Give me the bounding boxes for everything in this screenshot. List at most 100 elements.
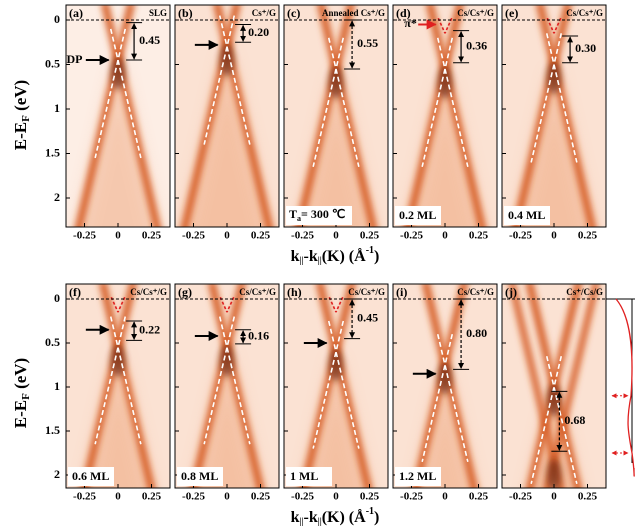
coverage-label: 0.2 ML [399,208,436,222]
fit-line [421,334,454,462]
panel [175,5,279,227]
panel [284,5,388,227]
x-label-part: -1 [366,506,374,517]
coverage-label: 0.4 ML [508,208,545,222]
anneal-main: T [289,207,297,221]
x-tick-label: 0.25 [578,491,598,503]
fit-line [421,37,454,168]
x-tick-label: -0.25 [509,491,532,503]
panel-title: Cs⁺/Cs/G [566,287,603,297]
panel [284,284,388,488]
gap-label: 0.45 [357,311,378,325]
coverage-box [504,206,550,225]
panel [393,284,497,488]
panel-title: Cs/Cs⁺/G [566,8,603,18]
dirac-intensity [220,344,234,377]
dirac-intensity [220,44,234,77]
x-tick-label: 0 [551,230,557,242]
fit-line [218,316,251,445]
y-tick-label: 0 [54,12,60,26]
intensity-fill [79,60,157,227]
dispersion-band [544,284,600,488]
panel-title: Cs⁺/G [252,8,276,18]
panel-label: (g) [178,285,192,299]
y-tick-label: 2 [54,467,60,481]
dirac-intensity [329,349,343,381]
dirac-intensity [111,344,125,377]
x-label-part: k [291,509,300,526]
intensity-fill [193,347,261,488]
x-tick-label: -0.25 [509,230,532,242]
x-tick-label: 0.25 [142,230,162,242]
fit-line [530,356,563,484]
intensity-fill [84,347,152,488]
y-label-sub: F [20,115,32,122]
coverage-box [286,467,332,486]
panel-title: Annealed Cs⁺/G [322,8,385,18]
gap-label: 0.45 [139,33,160,47]
dispersion-band [508,284,564,488]
x-tick-label: 0 [442,230,448,242]
fit-line [327,320,360,449]
coverage-box [395,206,441,225]
anneal-box [286,206,352,225]
anneal-label: Ta= 300 ℃ [289,207,345,223]
x-label-part: -k [304,509,318,526]
x-label-part: ) [374,248,379,265]
panel-label: (f) [69,285,81,299]
x-label-part: (K) (Å [322,508,366,526]
panel [66,5,170,227]
x-label-part: (K) (Å [322,247,366,265]
panel [502,5,606,227]
pi-star-band [546,17,555,34]
y-tick-label: 1.5 [45,423,60,437]
x-tick-label: 0.25 [251,491,271,503]
coverage-label: 1 ML [290,469,318,483]
x-tick-label: 0 [115,230,121,242]
gap-label: 0.20 [248,25,269,39]
x-tick-label: 0 [551,491,557,503]
fit-line [312,320,345,449]
y-tick-label: 0.5 [45,335,60,349]
x-tick-label: 0 [115,491,121,503]
fit-line [436,37,469,168]
gap-label: 0.30 [575,41,596,55]
y-label-sub: F [20,393,32,400]
gap-label: 0.22 [139,322,160,336]
y-axis-label: E-EF (eV) [11,358,32,428]
coverage-label: 0.6 ML [72,469,109,483]
pi-star-band [226,296,235,313]
intensity-fill [303,351,369,488]
fit-line [109,316,142,445]
panel-label: (a) [69,6,83,20]
x-label-part: k [291,248,300,265]
panel-title: Cs/Cs⁺/G [348,287,385,297]
panel-title: SLG [149,8,167,18]
side-profile [615,298,635,477]
x-tick-label: -0.25 [73,230,96,242]
x-axis-label: k||-k||(K) (Å-1) [291,506,380,526]
fit-line [203,15,236,145]
gap-label: 0.16 [248,329,269,343]
panel [66,284,170,488]
fit-line [109,28,142,159]
gap-label: 0.80 [466,326,487,340]
x-tick-label: -0.25 [400,230,423,242]
panel-label: (d) [396,6,411,20]
y-tick-label: 0.5 [45,56,60,70]
coverage-box [68,467,114,486]
x-label-part: || [318,516,322,526]
pi-star-band [117,296,126,313]
gap-label: 0.36 [466,38,487,52]
x-tick-label: 0 [224,230,230,242]
coverage-box [395,467,441,486]
y-label-unit: (eV) [11,80,30,115]
x-tick-label: 0 [442,491,448,503]
dirac-intensity [438,66,452,99]
intensity-fill [530,387,578,488]
x-tick-label: 0.25 [251,230,271,242]
fit-line [94,316,127,445]
panel-label: (b) [178,6,193,20]
pi-star-band [335,296,344,313]
fit-line [312,37,345,168]
